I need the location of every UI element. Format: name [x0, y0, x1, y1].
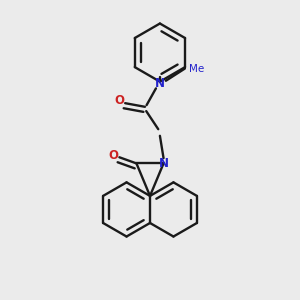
Text: Me: Me — [189, 64, 204, 74]
Text: N: N — [158, 157, 169, 170]
Text: O: O — [108, 149, 118, 162]
Text: O: O — [114, 94, 124, 107]
Text: N: N — [155, 76, 165, 90]
